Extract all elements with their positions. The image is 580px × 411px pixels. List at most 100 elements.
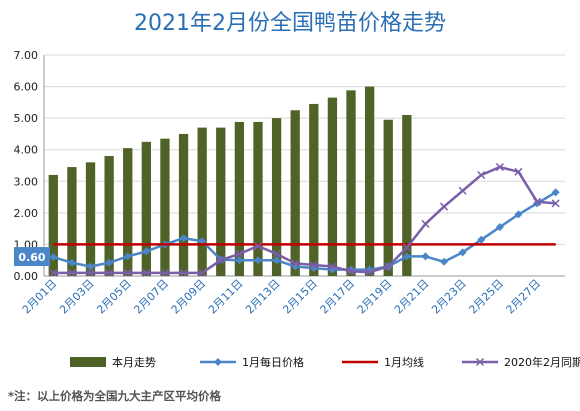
- bar: [178, 133, 189, 276]
- data-point: [328, 262, 337, 271]
- data-point: [291, 259, 300, 268]
- data-point: [160, 268, 169, 277]
- bar: [309, 103, 319, 276]
- data-point: [440, 202, 449, 211]
- bar: [216, 127, 226, 276]
- bar: [85, 162, 96, 276]
- data-point: [477, 170, 486, 180]
- data-point: [402, 252, 411, 261]
- x-tick-label: 2月11日: [206, 277, 246, 317]
- bar: [253, 121, 263, 276]
- x-tick-label: 2月09日: [169, 277, 209, 317]
- x-tick-label: 2月15日: [280, 277, 320, 317]
- bar: [383, 119, 393, 276]
- x-tick-label: 2月21日: [392, 277, 432, 317]
- data-point: [253, 241, 263, 251]
- y-tick-label: 5.00: [14, 112, 39, 125]
- x-tick-label: 2月19日: [355, 277, 395, 317]
- x-tick-label: 2月03日: [57, 277, 97, 317]
- data-point: [551, 188, 560, 197]
- data-point: [86, 262, 95, 271]
- bar: [197, 127, 207, 276]
- y-tick-label: 7.00: [14, 49, 39, 62]
- y-axis-ticks: 0.001.002.003.004.005.006.007.00: [14, 49, 39, 283]
- y-tick-label: 3.00: [14, 175, 39, 188]
- data-point: [514, 167, 523, 176]
- bar: [67, 167, 77, 276]
- x-tick-label: 2月25日: [466, 277, 506, 317]
- bar: [104, 156, 114, 276]
- value-callout: 0.60: [14, 247, 50, 267]
- data-point: [198, 268, 207, 277]
- bar: [327, 97, 338, 276]
- bar: [234, 121, 245, 276]
- data-point: [49, 253, 58, 262]
- bar: [346, 90, 356, 276]
- data-point: [458, 186, 467, 195]
- data-point: [458, 248, 467, 257]
- data-point: [495, 223, 504, 232]
- data-point: [49, 268, 58, 277]
- data-point: [551, 199, 560, 208]
- line-series: [49, 163, 560, 277]
- bar: [364, 86, 375, 276]
- data-point: [86, 268, 95, 277]
- legend-label: 本月走势: [112, 355, 156, 369]
- data-point: [235, 256, 244, 265]
- data-point: [477, 235, 486, 244]
- data-point: [421, 252, 430, 261]
- legend: 本月走势 1月每日价格 1月均线 2020年2月同期: [70, 355, 580, 369]
- legend-swatch: [70, 357, 106, 367]
- legend-label: 2020年2月同期: [504, 355, 580, 369]
- data-point: [235, 249, 244, 258]
- callout-label: 0.60: [18, 251, 45, 264]
- data-point: [440, 257, 449, 266]
- data-point: [67, 268, 76, 277]
- data-point: [495, 163, 504, 172]
- data-point: [346, 267, 356, 276]
- data-point: [142, 268, 151, 277]
- data-point: [105, 268, 114, 277]
- x-axis-ticks: 2月01日2月03日2月05日2月07日2月09日2月11日2月13日2月15日…: [20, 277, 543, 317]
- legend-marker: [475, 357, 485, 367]
- legend-label: 1月每日价格: [242, 355, 304, 369]
- series-line: [52, 191, 557, 271]
- y-tick-label: 0.00: [14, 270, 39, 283]
- data-point: [309, 260, 318, 269]
- data-point: [67, 258, 76, 267]
- footnote: *注：以上价格为全国九大主产区平均价格: [8, 389, 222, 403]
- legend-marker: [214, 358, 222, 366]
- data-point: [533, 197, 542, 206]
- data-point: [142, 247, 151, 256]
- legend-label: 1月均线: [384, 355, 424, 369]
- x-tick-label: 2月17日: [318, 277, 358, 317]
- data-point: [365, 268, 374, 277]
- x-tick-label: 2月23日: [429, 277, 469, 317]
- x-tick-label: 2月07日: [131, 277, 171, 317]
- data-point: [216, 256, 225, 265]
- y-tick-label: 2.00: [14, 207, 39, 220]
- data-point: [123, 268, 132, 277]
- bar: [141, 141, 151, 276]
- x-tick-label: 2月05日: [94, 277, 134, 317]
- bar: [290, 110, 300, 276]
- series-line: [53, 165, 556, 275]
- data-point: [272, 256, 281, 265]
- bar: [160, 138, 170, 276]
- data-point: [402, 243, 411, 252]
- y-tick-label: 4.00: [14, 144, 39, 157]
- y-tick-label: 6.00: [14, 81, 39, 94]
- data-point: [123, 252, 132, 261]
- data-point: [179, 234, 188, 243]
- bar: [48, 174, 58, 276]
- data-point: [421, 219, 430, 228]
- data-point: [514, 210, 523, 219]
- x-tick-label: 2月27日: [504, 277, 544, 317]
- bar-series: [48, 86, 412, 277]
- bar: [123, 148, 133, 276]
- data-point: [272, 249, 281, 258]
- data-point: [105, 258, 114, 267]
- x-tick-label: 2月13日: [243, 277, 283, 317]
- callout-box: [14, 247, 50, 267]
